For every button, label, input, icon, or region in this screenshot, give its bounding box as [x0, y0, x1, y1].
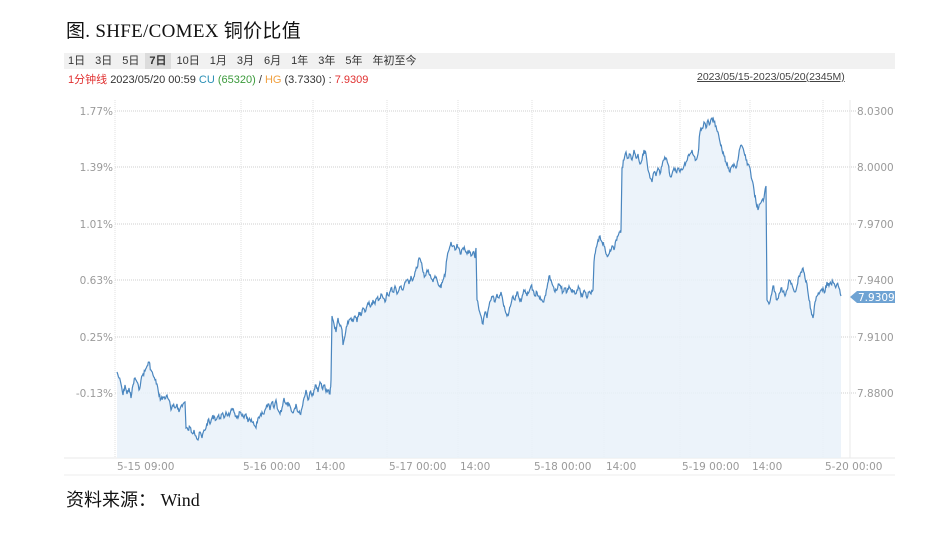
y-left-tick: 1.77%	[80, 106, 113, 118]
source-note: 资料来源： Wind	[66, 490, 200, 510]
y-left-tick: -0.13%	[76, 388, 113, 400]
hg-label: HG	[264, 74, 282, 86]
x-tick: 5-15 09:00	[117, 461, 174, 473]
range-button[interactable]: 1年	[291, 55, 309, 67]
y-right-tick: 7.8800	[857, 388, 894, 400]
x-tick: 5-18 00:00	[534, 461, 591, 473]
range-button[interactable]: 3年	[318, 55, 336, 67]
y-right-tick: 8.0300	[857, 106, 894, 118]
y-left-tick: 0.63%	[80, 275, 113, 287]
y-right-tick: 7.9400	[857, 275, 894, 287]
x-tick: 14:00	[315, 461, 345, 473]
chart-line	[116, 116, 842, 442]
cu-value: (65320)	[217, 74, 256, 86]
figure-title: 图. SHFE/COMEX 铜价比值	[66, 21, 302, 42]
range-button[interactable]: 1日	[68, 55, 86, 67]
x-tick: 14:00	[752, 461, 782, 473]
cu-label: CU	[198, 74, 215, 86]
datetime: 2023/05/20 00:59	[110, 74, 196, 86]
separator: /	[258, 74, 262, 86]
last-price-tag: 7.9309	[850, 291, 895, 304]
x-tick: 5-19 00:00	[682, 461, 739, 473]
y-left-tick: 1.39%	[80, 162, 113, 174]
x-tick: 5-16 00:00	[243, 461, 300, 473]
range-button[interactable]: 3日	[95, 55, 113, 67]
x-tick: 14:00	[460, 461, 490, 473]
date-range-link[interactable]: 2023/05/15-2023/05/20(2345M)	[697, 71, 845, 83]
hg-value: (3.7330)	[284, 74, 326, 86]
x-tick: 14:00	[606, 461, 636, 473]
range-button[interactable]: 年初至今	[372, 55, 417, 67]
frequency-label[interactable]: 1分钟线	[68, 74, 108, 86]
range-button[interactable]: 3月	[236, 55, 254, 67]
range-button[interactable]: 6月	[264, 55, 282, 67]
chart-area-fill	[117, 118, 841, 458]
range-button[interactable]: 1月	[209, 55, 227, 67]
colon: :	[328, 74, 332, 86]
y-right-tick: 7.9700	[857, 219, 894, 231]
y-right-tick: 7.9100	[857, 332, 894, 344]
range-button[interactable]: 5年	[345, 55, 363, 67]
y-right-tick: 8.0000	[857, 162, 894, 174]
y-left-tick: 1.01%	[80, 219, 113, 231]
y-left-tick: 0.25%	[80, 332, 113, 344]
last-price-value: 7.9309	[858, 292, 895, 304]
range-toolbar: 1日 3日 5日 7日 10日 1月 3月 6月 1年 3年 5年 年初至今	[64, 53, 895, 69]
info-line: 1分钟线 2023/05/20 00:59 CU (65320) / HG (3…	[68, 71, 368, 87]
range-button[interactable]: 5日	[122, 55, 140, 67]
x-tick: 5-17 00:00	[389, 461, 446, 473]
ratio-value: 7.9309	[334, 74, 369, 86]
axis-labels: 1.77% 1.39% 1.01% 0.63% 0.25% -0.13% 8.0300 8.0…	[76, 106, 894, 473]
range-button[interactable]: 7日	[145, 53, 171, 69]
x-tick: 5-20 00:00	[825, 461, 882, 473]
range-button[interactable]: 10日	[176, 55, 200, 67]
